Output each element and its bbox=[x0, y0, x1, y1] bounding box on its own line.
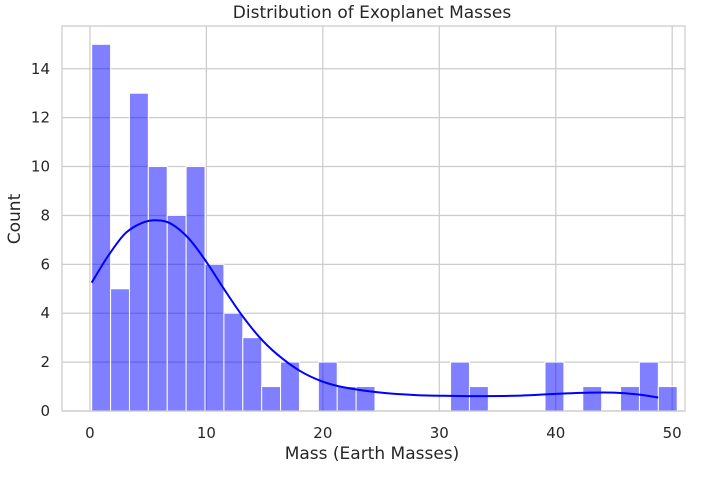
histogram-bar bbox=[657, 386, 678, 412]
y-tick-label: 14 bbox=[31, 60, 50, 78]
x-tick-label: 30 bbox=[430, 424, 449, 442]
y-tick-label: 4 bbox=[40, 304, 50, 322]
histogram-bar bbox=[450, 361, 470, 412]
chart-title: Distribution of Exoplanet Masses bbox=[233, 3, 512, 23]
plot-frame bbox=[61, 25, 686, 412]
histogram-bar bbox=[261, 386, 282, 412]
y-tick-label: 8 bbox=[40, 206, 50, 224]
x-tick-label: 20 bbox=[313, 424, 332, 442]
x-tick-label: 0 bbox=[85, 424, 95, 442]
x-tick-label: 10 bbox=[197, 424, 216, 442]
histogram-bar bbox=[185, 166, 206, 412]
histogram-bar bbox=[128, 92, 149, 412]
y-tick-label: 6 bbox=[40, 255, 50, 273]
histogram-bar bbox=[166, 214, 187, 412]
histogram-bar bbox=[110, 288, 130, 412]
y-axis-label: Count bbox=[5, 193, 25, 244]
histogram-bar bbox=[223, 312, 244, 412]
histogram-bar bbox=[468, 386, 489, 412]
y-tick-label: 0 bbox=[40, 402, 50, 420]
histogram-bar bbox=[91, 43, 112, 412]
x-axis-ticks: 0 10 20 30 40 50 bbox=[85, 424, 682, 442]
histogram-bar bbox=[620, 386, 640, 412]
y-tick-label: 12 bbox=[31, 109, 50, 127]
y-tick-label: 2 bbox=[40, 353, 50, 371]
histogram-bar bbox=[638, 361, 659, 412]
histogram-bar bbox=[147, 166, 168, 412]
histogram-bar bbox=[242, 337, 263, 412]
histogram-bar bbox=[336, 386, 357, 412]
kde-curve bbox=[90, 219, 659, 399]
histogram-bar bbox=[317, 361, 338, 412]
x-tick-label: 40 bbox=[546, 424, 565, 442]
y-axis-ticks: 0 2 4 6 8 10 12 14 bbox=[31, 60, 50, 420]
histogram-bar bbox=[582, 386, 603, 412]
x-axis-label: Mass (Earth Masses) bbox=[285, 444, 460, 464]
y-tick-label: 10 bbox=[31, 158, 50, 176]
histogram-bar bbox=[544, 361, 565, 412]
x-tick-label: 50 bbox=[663, 424, 682, 442]
